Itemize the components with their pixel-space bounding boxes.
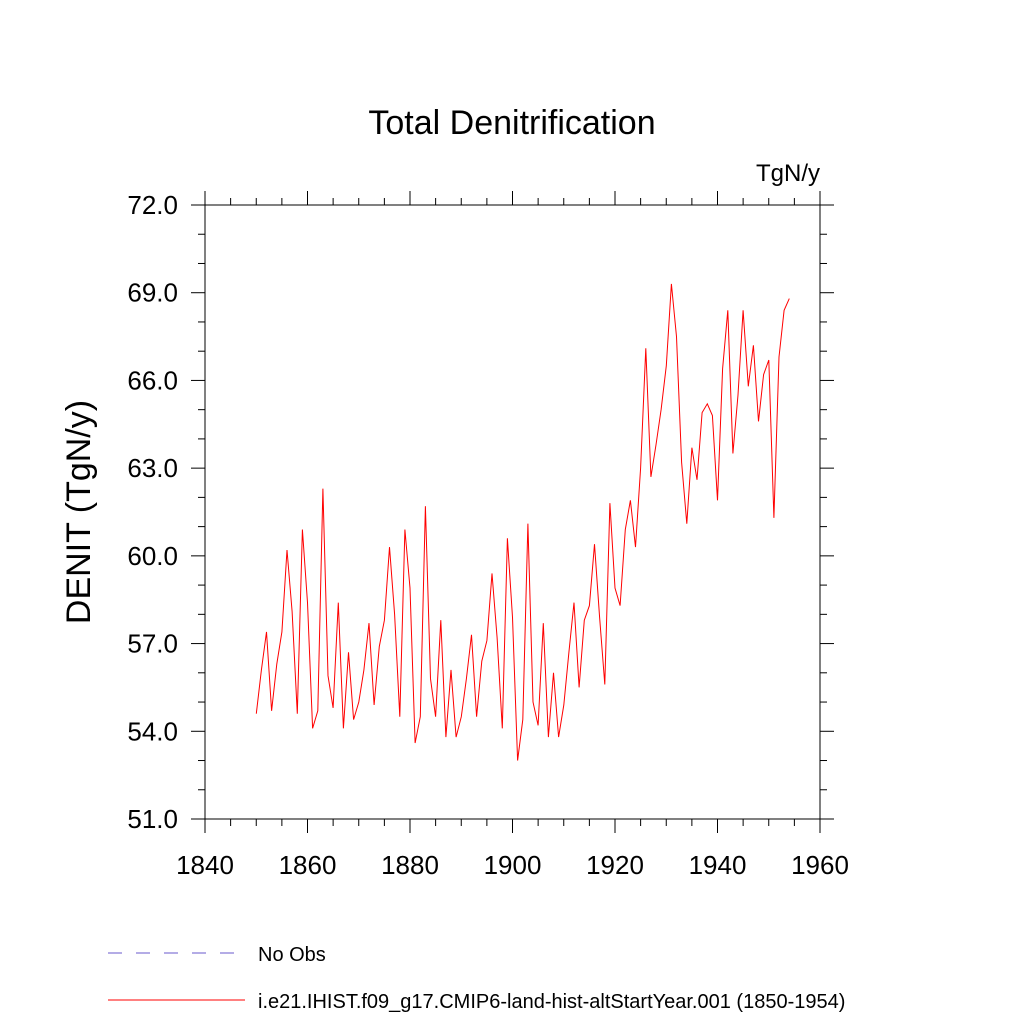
legend-label-0: No Obs xyxy=(258,944,326,966)
y-tick-label: 69.0 xyxy=(127,278,178,308)
y-tick-label: 60.0 xyxy=(127,541,178,571)
y-tick-label: 72.0 xyxy=(127,190,178,220)
y-tick-label: 63.0 xyxy=(127,453,178,483)
plot-frame xyxy=(204,204,821,820)
x-tick-label: 1860 xyxy=(279,850,337,880)
legend: No Obs i.e21.IHIST.f09_g17.CMIP6-land-his… xyxy=(108,944,845,1013)
plot-area xyxy=(255,283,790,761)
series-line-1 xyxy=(255,283,790,761)
y-tick-label: 54.0 xyxy=(127,716,178,746)
x-tick-label: 1880 xyxy=(381,850,439,880)
chart-title: Total Denitrification xyxy=(368,104,655,142)
y-tick-label: 66.0 xyxy=(127,365,178,395)
x-tick-label: 1960 xyxy=(791,850,849,880)
x-tick-label: 1840 xyxy=(176,850,234,880)
units-label: TgN/y xyxy=(756,160,820,187)
y-tick-label: 51.0 xyxy=(127,804,178,834)
legend-label-1: i.e21.IHIST.f09_g17.CMIP6-land-hist-altS… xyxy=(258,991,845,1013)
x-tick-label: 1920 xyxy=(586,850,644,880)
y-tick-label: 57.0 xyxy=(127,629,178,659)
x-tick-label: 1940 xyxy=(689,850,747,880)
y-axis-label: DENIT (TgN/y) xyxy=(60,400,98,624)
x-tick-label: 1900 xyxy=(484,850,542,880)
axes: 1840 1860 1880 1900 1920 1940 1960 51.0 54.0 57.0… xyxy=(127,190,849,880)
